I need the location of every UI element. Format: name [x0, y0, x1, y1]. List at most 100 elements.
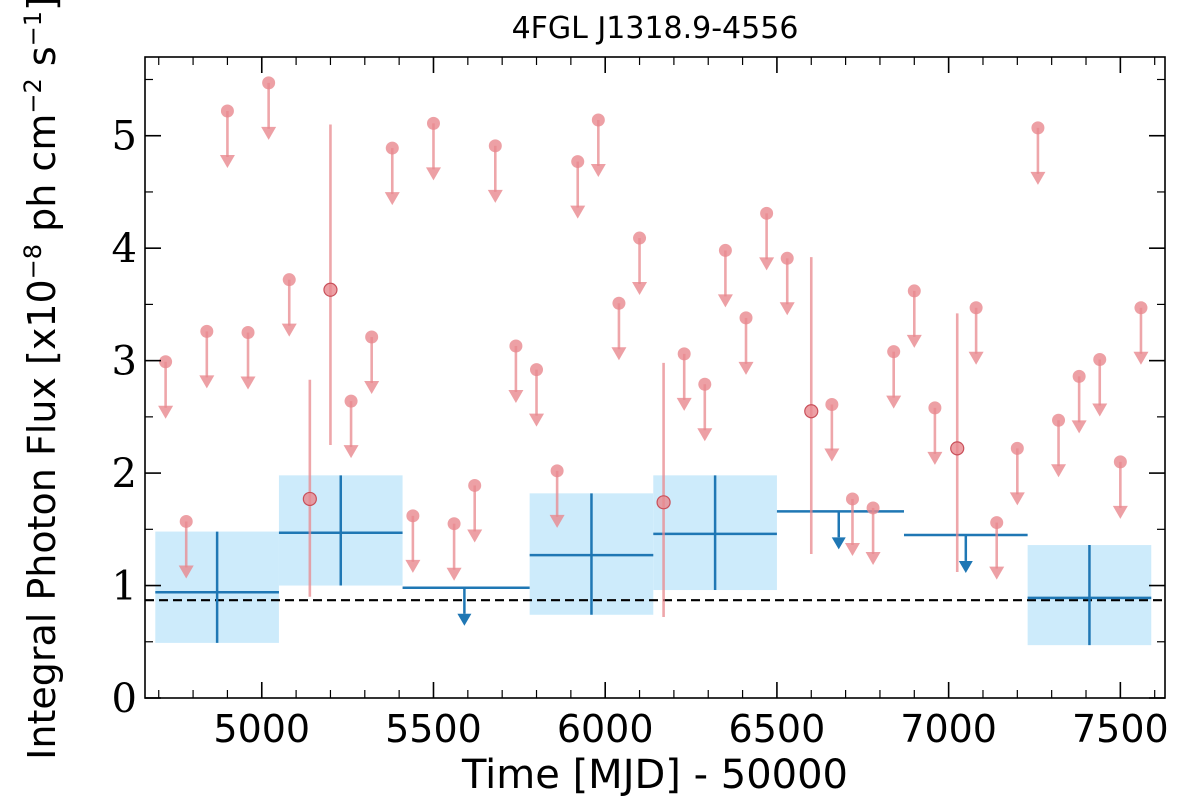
short-bin-upper-limit-arrow [865, 551, 881, 565]
short-bin-upper-limit-arrow [508, 390, 524, 404]
y-tick-label: 2 [112, 451, 137, 497]
short-bin-upper-limit-marker [591, 113, 605, 127]
short-bin-upper-limit-marker [241, 326, 255, 340]
x-tick-label: 5000 [213, 707, 310, 751]
short-bin-upper-limit-marker [845, 492, 859, 506]
short-bin-upper-limit-marker [1052, 413, 1066, 427]
short-bin-upper-limit-arrow [611, 347, 627, 361]
x-tick-label: 7500 [1072, 707, 1169, 751]
short-bin-upper-limit-arrow [467, 529, 483, 543]
axis-ticks: 5000 5500 6000 6500 7000 7500 0 1 2 3 4 5 [112, 57, 1169, 751]
short-bin-upper-limit-marker [780, 251, 794, 265]
x-tick-label: 5500 [385, 707, 482, 751]
short-bin-upper-limit-arrow [779, 302, 795, 316]
short-bin-upper-limit-marker [633, 231, 647, 245]
long-bin-upper-limit-arrow [457, 613, 472, 626]
short-bin-upper-limit-marker [1010, 441, 1024, 455]
short-bin-upper-limit-arrow [199, 375, 215, 389]
short-bin-upper-limit-marker [530, 363, 544, 377]
short-bin-upper-limit-marker [406, 509, 420, 523]
short-bin-upper-limit-marker [928, 401, 942, 415]
short-bin-upper-limit-marker [468, 478, 482, 492]
chart-title: 4FGL J1318.9-4556 [512, 11, 799, 46]
x-axis-label: Time [MJD] - 50000 [461, 752, 848, 798]
short-bin-upper-limit-arrow [989, 566, 1005, 580]
short-bin-upper-limit-arrow [178, 565, 194, 579]
long-bin-markers [155, 475, 1152, 646]
x-tick-label: 6000 [557, 707, 654, 751]
short-bin-point [950, 441, 965, 456]
short-bin-upper-limit-arrow [1009, 492, 1025, 506]
short-bin-upper-limit-arrow [1051, 464, 1067, 478]
short-bin-upper-limit-arrow [824, 448, 840, 462]
short-bin-upper-limit-arrow [844, 542, 860, 556]
short-bin-upper-limit-marker [866, 501, 880, 515]
short-bin-upper-limit-arrow [717, 294, 733, 308]
short-bin-upper-limit-arrow [240, 376, 256, 390]
short-bin-upper-limit-marker [1113, 455, 1127, 469]
short-bin-upper-limit-marker [447, 517, 461, 531]
short-bin-upper-limit-marker [200, 324, 214, 338]
plot-frame [144, 56, 1166, 699]
short-bin-upper-limit-arrow [219, 154, 235, 168]
short-bin-upper-limit-arrow [343, 445, 359, 459]
short-bin-upper-limit-arrow [927, 451, 943, 465]
short-bin-upper-limit-marker [385, 141, 399, 155]
y-axis-label-exp-flux: −8 [19, 244, 47, 279]
short-bin-upper-limit-arrow [968, 351, 984, 365]
y-axis-label-end: ] [20, 0, 64, 11]
y-tick-label: 3 [112, 339, 137, 385]
long-bin-upper-limit-arrow [831, 537, 846, 550]
short-bin-point [323, 282, 338, 297]
short-bin-upper-limit-arrow [886, 395, 902, 409]
short-bin-upper-limit-marker [1093, 353, 1107, 367]
y-tick-label: 4 [112, 226, 137, 272]
short-bin-upper-limit-marker [1134, 301, 1148, 315]
short-bin-upper-limit-marker [1072, 369, 1086, 383]
short-bin-upper-limit-arrow [446, 567, 462, 581]
short-bin-upper-limit-arrow [1092, 403, 1108, 417]
short-bin-upper-limit-arrow [158, 405, 174, 419]
short-bin-upper-limit-marker [509, 339, 523, 353]
long-bin-upper-limit-arrow [958, 560, 973, 573]
short-bin-upper-limit-arrow [384, 192, 400, 206]
short-bin-upper-limit-marker [718, 243, 732, 257]
y-axis-label: Integral Photon Flux [x10−8 ph cm−2 s−1] [19, 0, 64, 760]
short-bin-upper-limit-marker [760, 206, 774, 220]
short-bin-upper-limit-marker [887, 345, 901, 359]
short-bin-upper-limit-marker [825, 397, 839, 411]
short-bin-upper-limit-marker [179, 514, 193, 528]
x-tick-label: 7000 [900, 707, 997, 751]
x-tick-label: 6500 [729, 707, 826, 751]
short-bin-upper-limit-arrow [759, 257, 775, 271]
short-bin-upper-limit-marker [282, 273, 296, 287]
short-bin-upper-limit-arrow [590, 163, 606, 177]
short-bin-upper-limit-marker [571, 155, 585, 169]
short-bin-upper-limit-marker [220, 104, 234, 118]
short-bin-point [302, 491, 317, 507]
short-bin-upper-limit-arrow [570, 205, 586, 219]
short-bin-upper-limit-marker [159, 355, 173, 369]
short-bin-upper-limit-arrow [405, 559, 421, 573]
y-axis-label-base: Integral Photon Flux [x10 [20, 279, 64, 760]
y-tick-label: 5 [112, 114, 137, 160]
short-bin-upper-limit-arrow [487, 189, 503, 203]
y-axis-label-unit-cm: ph cm [20, 114, 64, 244]
short-bin-upper-limit-arrow [1112, 505, 1128, 519]
short-bin-markers [158, 76, 1149, 618]
short-bin-upper-limit-arrow [549, 514, 565, 528]
short-bin-upper-limit-marker [488, 139, 502, 153]
short-bin-point [656, 495, 671, 510]
short-bin-upper-limit-arrow [261, 126, 277, 140]
y-tick-label: 0 [112, 676, 137, 722]
short-bin-point [804, 404, 819, 419]
short-bin-upper-limit-marker [426, 116, 440, 130]
y-axis-label-exp-cm: −2 [19, 78, 47, 113]
short-bin-upper-limit-marker [990, 516, 1004, 530]
short-bin-upper-limit-marker [698, 377, 712, 391]
short-bin-upper-limit-marker [262, 76, 276, 90]
short-bin-upper-limit-arrow [906, 334, 922, 348]
y-axis-label-unit-s: s [20, 46, 64, 78]
short-bin-upper-limit-arrow [425, 167, 441, 181]
